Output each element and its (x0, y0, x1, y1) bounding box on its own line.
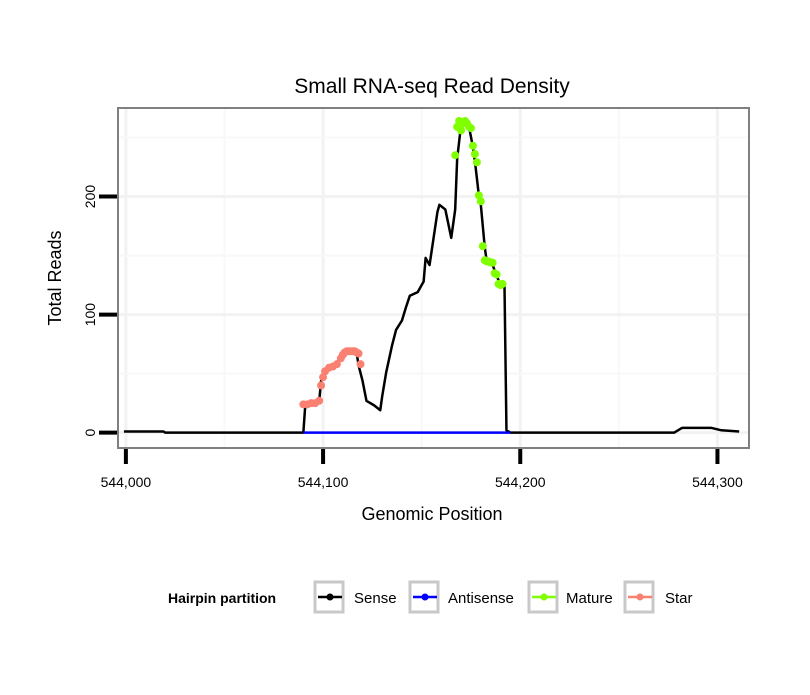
x-axis-label: Genomic Position (361, 504, 502, 524)
legend-key-point (421, 593, 429, 601)
y-tick-label: 0 (82, 429, 98, 437)
star-point (332, 360, 341, 369)
x-tick-label: 544,100 (298, 474, 349, 490)
mature-point (470, 150, 479, 159)
legend-label-mature: Mature (566, 590, 613, 607)
star-point (315, 396, 324, 405)
legend-label-antisense: Antisense (448, 590, 514, 607)
x-tick-label: 544,300 (692, 474, 743, 490)
plot-panel (117, 107, 750, 449)
legend-key-point (326, 593, 334, 601)
mature-point (492, 270, 501, 279)
x-tick-label: 544,000 (101, 474, 152, 490)
mature-point (476, 197, 485, 206)
legend-key-point (540, 593, 548, 601)
mature-point (466, 124, 475, 133)
y-tick-label: 200 (82, 185, 98, 209)
chart-title: Small RNA-seq Read Density (294, 75, 570, 98)
legend-label-star: Star (665, 590, 693, 607)
mature-point (478, 242, 487, 251)
mature-point (498, 279, 507, 288)
legend-title: Hairpin partition (168, 590, 276, 606)
mature-point (488, 258, 497, 267)
mature-point (472, 158, 481, 167)
mature-point (451, 151, 460, 160)
mature-point (468, 141, 477, 150)
legend-key-point (636, 593, 644, 601)
star-point (354, 349, 363, 358)
star-point (356, 360, 365, 369)
mature-point (457, 126, 466, 135)
x-tick-label: 544,200 (495, 474, 546, 490)
y-tick-label: 100 (82, 303, 98, 327)
star-point (317, 381, 326, 390)
y-axis-label: Total Reads (45, 230, 65, 325)
legend-label-sense: Sense (354, 590, 397, 607)
